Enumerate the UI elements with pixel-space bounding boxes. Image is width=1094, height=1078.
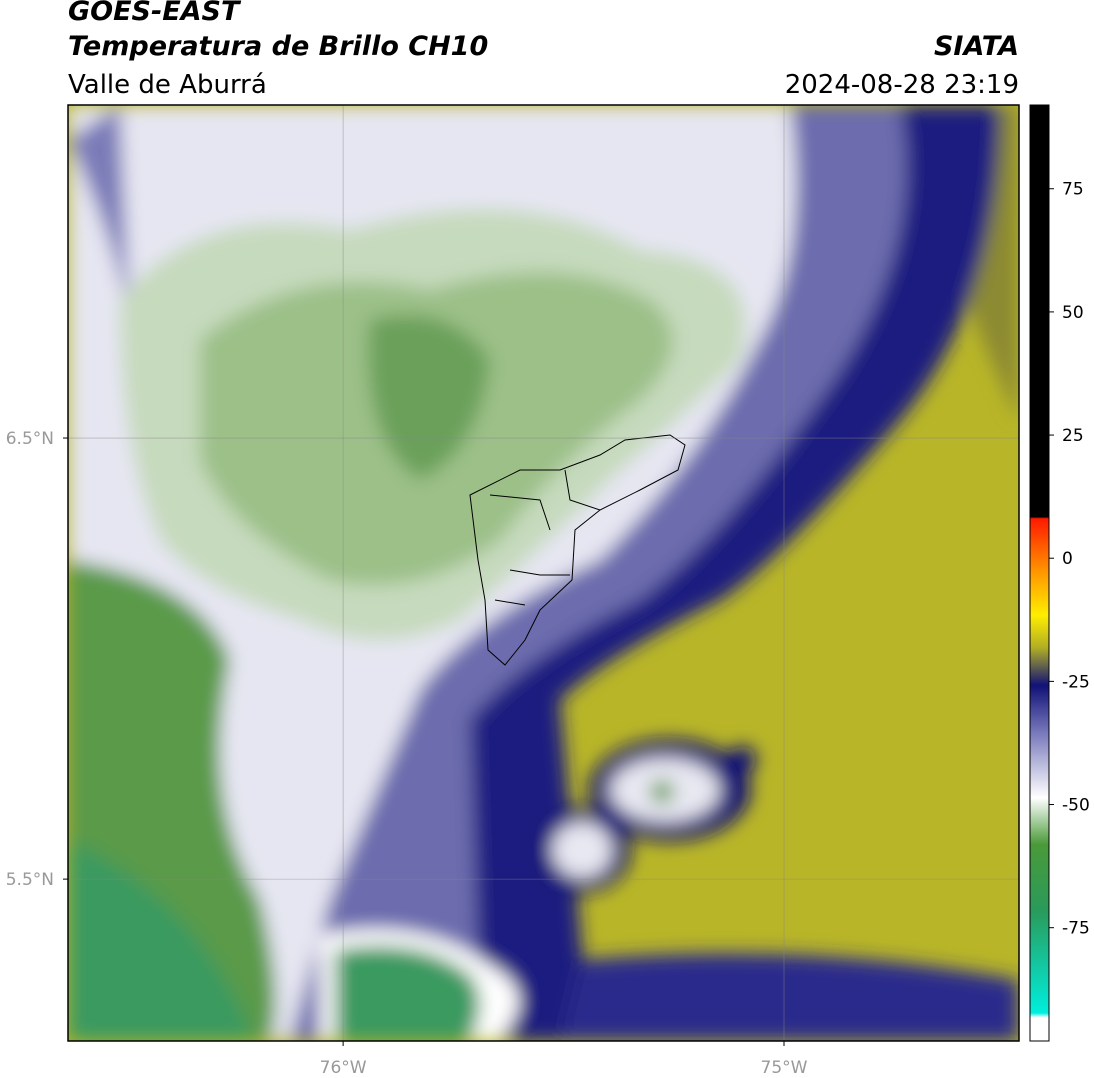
colorbar-tick-label: -50	[1062, 796, 1090, 816]
colorbar-tick-label: 75	[1062, 180, 1084, 200]
map-frame	[67, 104, 1020, 1042]
satellite-field	[68, 105, 1019, 1041]
colorbar-tick-label: -75	[1062, 919, 1090, 939]
y-tick-label: 6.5°N	[6, 429, 54, 449]
region: Valle de Aburrá	[68, 70, 267, 100]
colorbar	[1029, 104, 1050, 1042]
colorbar-tick-label: 50	[1062, 303, 1084, 323]
subtitle: Temperatura de Brillo CH10	[68, 31, 488, 62]
source: SIATA	[934, 31, 1019, 62]
title: GOES-EAST	[68, 0, 242, 27]
x-tick-label: 76°W	[320, 1058, 367, 1078]
y-tick-label: 5.5°N	[6, 870, 54, 890]
basin-outline	[469, 434, 686, 666]
colorbar-tick-label: 25	[1062, 426, 1084, 446]
x-tick-label: 75°W	[761, 1058, 808, 1078]
timestamp: 2024-08-28 23:19	[785, 70, 1019, 100]
colorbar-tick-label: -25	[1062, 672, 1090, 692]
colorbar-tick-label: 0	[1062, 549, 1073, 569]
